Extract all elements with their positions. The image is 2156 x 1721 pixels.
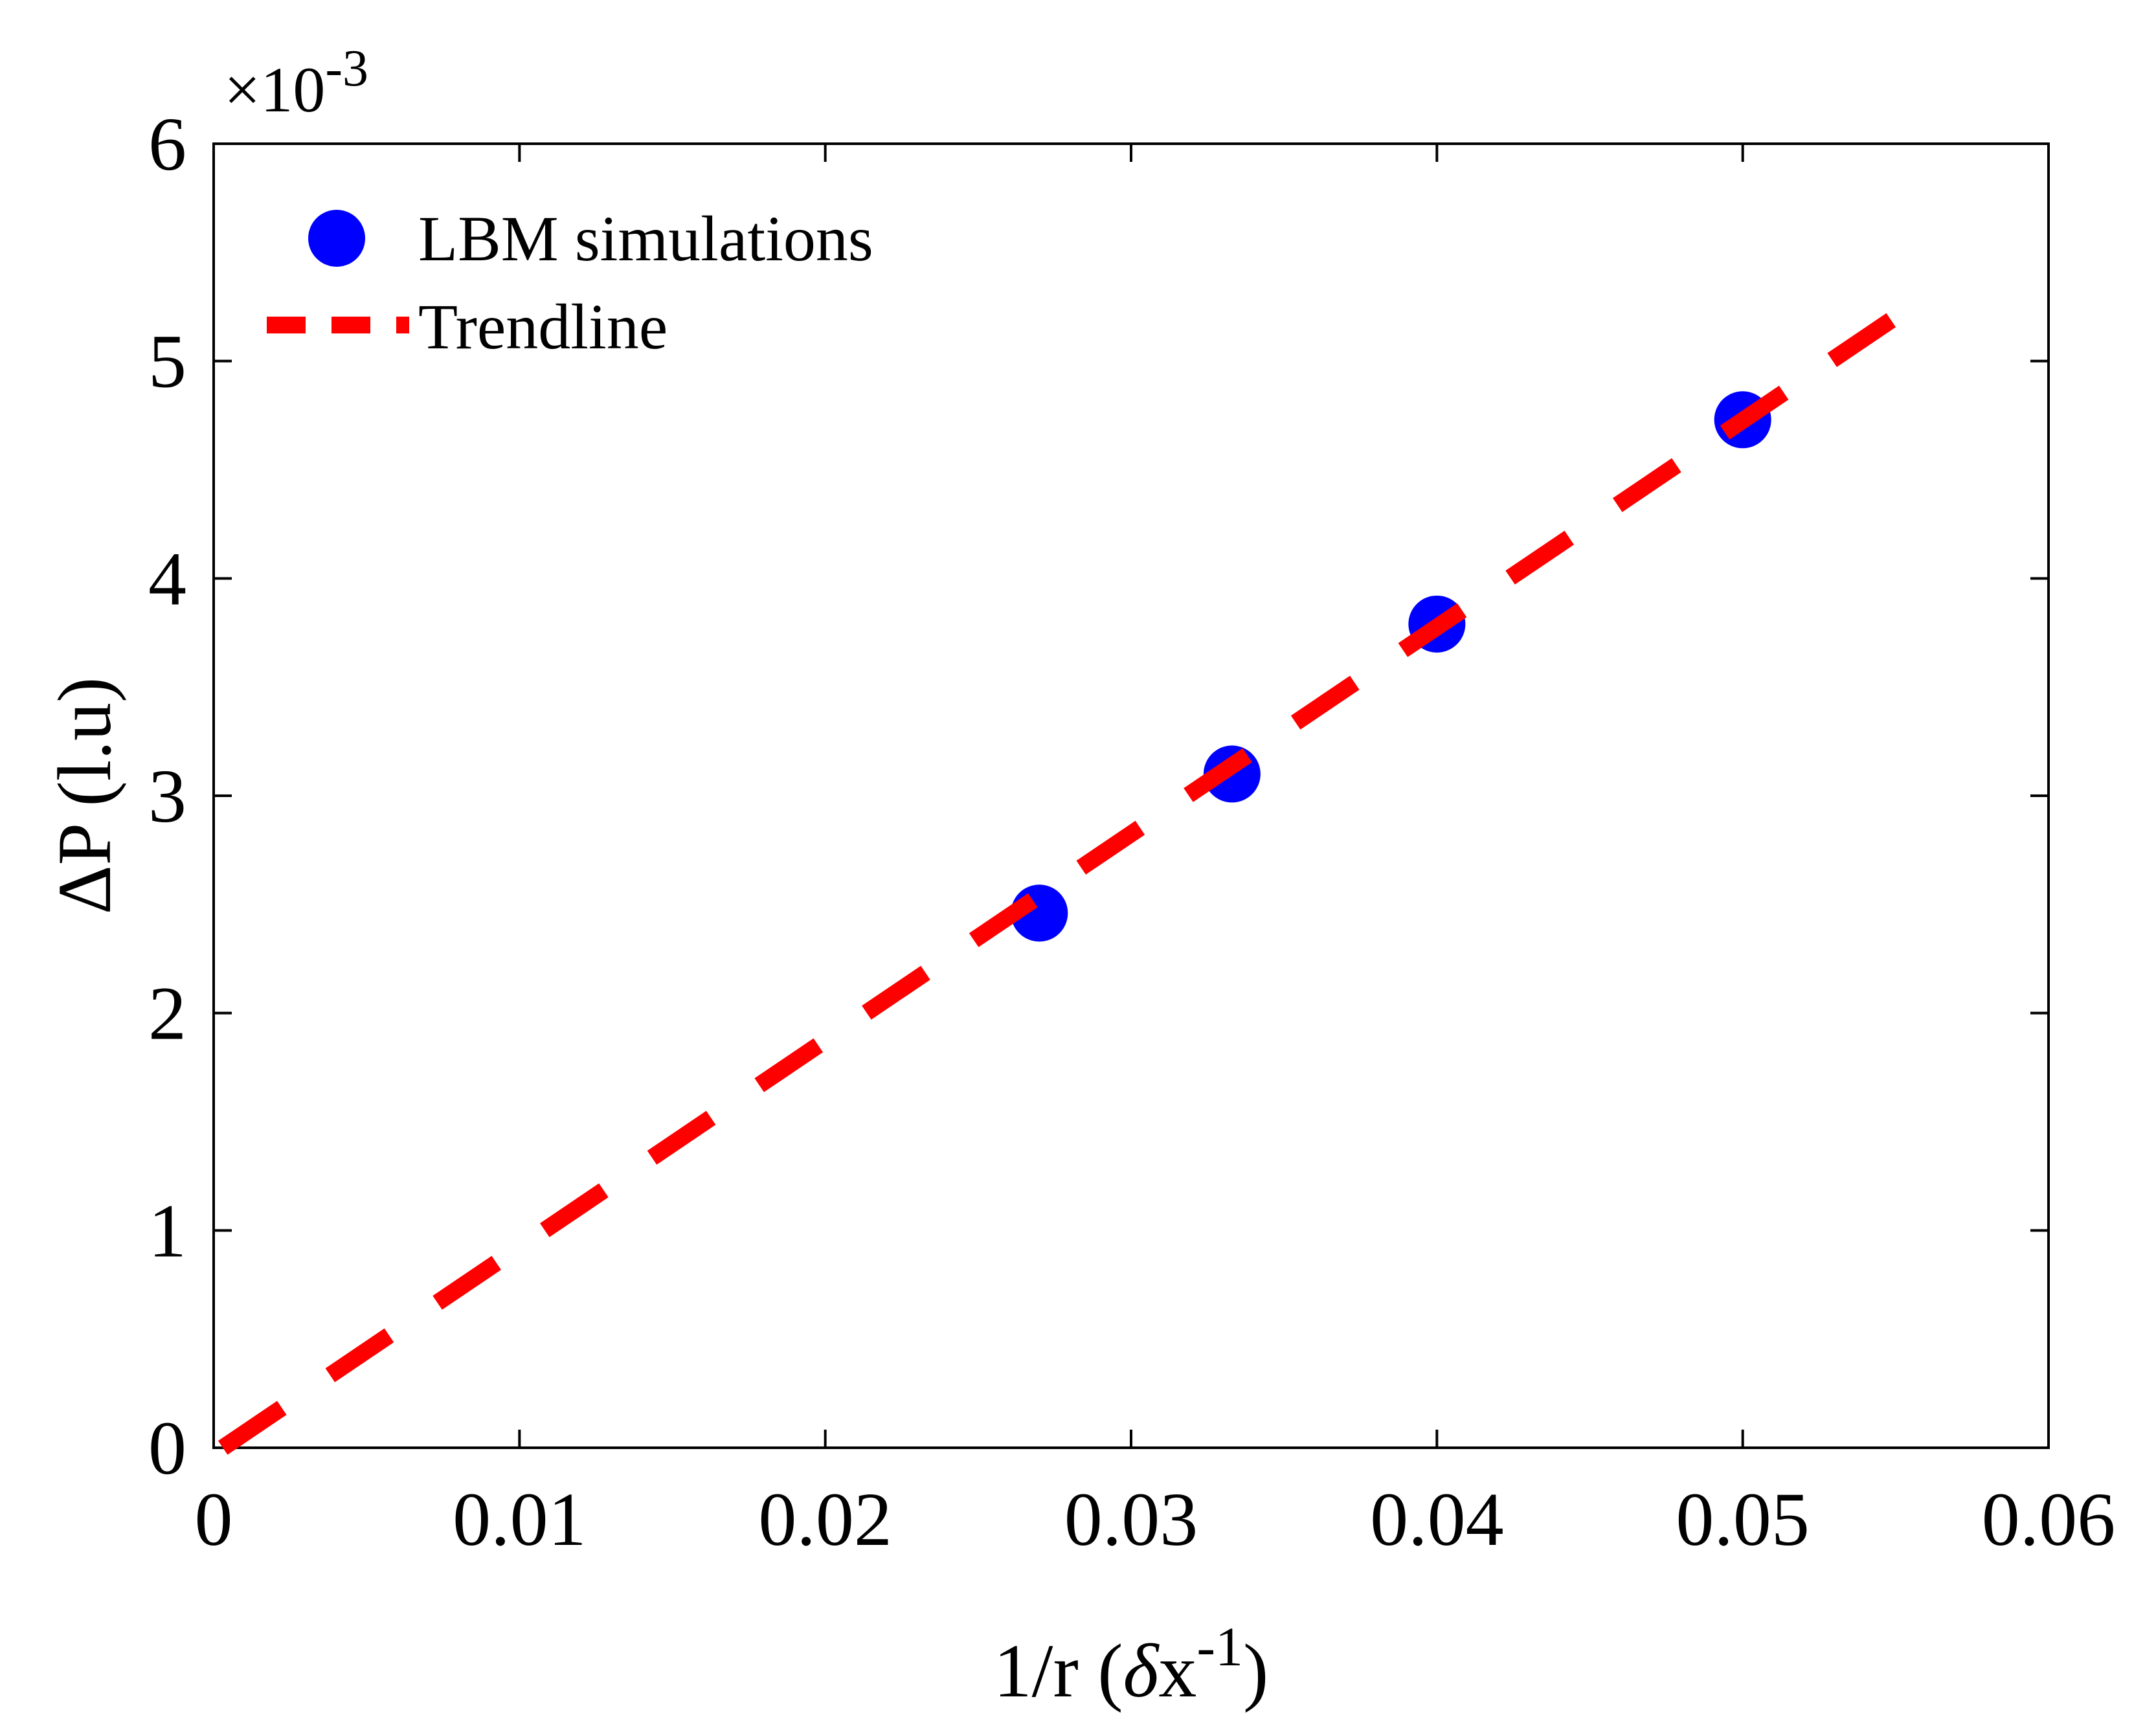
- x-tick-label: 0.04: [1370, 1477, 1504, 1562]
- y-tick-label: 1: [148, 1188, 186, 1273]
- y-tick-label: 0: [148, 1406, 186, 1490]
- y-tick-label: 6: [148, 102, 186, 186]
- x-axis-label: 1/r (δx-1): [994, 1615, 1269, 1713]
- legend-label-trendline: Trendline: [418, 291, 668, 363]
- y-tick-label: 3: [148, 754, 186, 838]
- legend: LBM simulations Trendline: [267, 203, 873, 363]
- y-tick-label: 5: [148, 319, 186, 404]
- x-tick-label: 0: [195, 1477, 233, 1562]
- legend-label-lbm-simulations: LBM simulations: [418, 203, 873, 275]
- x-tick-label: 0.05: [1676, 1477, 1810, 1562]
- axes-frame: [212, 142, 2050, 1449]
- axis-tick-labels: 0 0.01 0.02 0.03 0.04 0.05 0.06 0 1 2 3 4 5 6: [148, 102, 2115, 1562]
- legend-marker-lbm-simulations: [308, 210, 365, 267]
- trendline: [218, 299, 1916, 1455]
- y-tick-label: 4: [148, 536, 186, 621]
- x-tick-label: 0.03: [1064, 1477, 1198, 1562]
- y-axis-multiplier: ×10-3: [224, 40, 368, 126]
- x-tick-label: 0.01: [453, 1477, 587, 1562]
- x-tick-label: 0.02: [758, 1477, 892, 1562]
- y-tick-label: 2: [148, 971, 186, 1056]
- trendline-series: [218, 299, 1916, 1455]
- y-axis-label: ΔP (l.u): [42, 677, 127, 915]
- x-tick-label: 0.06: [1982, 1477, 2116, 1562]
